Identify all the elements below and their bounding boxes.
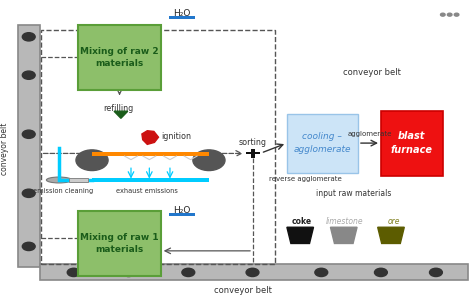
Bar [18,25,40,267]
Circle shape [454,13,459,16]
Text: coke: coke [292,217,311,226]
Circle shape [374,268,387,277]
Bar [78,25,161,90]
Polygon shape [330,227,357,243]
Circle shape [193,150,225,170]
Circle shape [22,189,35,197]
Polygon shape [114,111,128,118]
Text: Mixing of raw 1
materials: Mixing of raw 1 materials [80,233,159,254]
Bar [40,264,468,280]
Circle shape [22,33,35,41]
Circle shape [246,268,259,277]
Bar [41,30,274,263]
Text: reverse agglomerate: reverse agglomerate [269,176,341,181]
Text: input raw materials: input raw materials [316,189,391,198]
Text: conveyor belt: conveyor belt [0,123,9,175]
Circle shape [429,268,442,277]
Circle shape [22,242,35,251]
Polygon shape [142,131,158,145]
Text: cooling –
agglomerate: cooling – agglomerate [294,132,351,154]
Circle shape [22,71,35,79]
Text: agglomerate: agglomerate [347,131,392,136]
Bar [169,16,195,19]
Text: conveyor belt: conveyor belt [343,68,401,77]
Bar [92,152,209,156]
Polygon shape [378,227,404,243]
Text: refilling: refilling [103,104,134,113]
Circle shape [76,150,108,170]
Bar [78,211,161,276]
Bar [287,114,358,173]
Text: emission cleaning: emission cleaning [33,188,93,194]
Text: blast
furnace: blast furnace [391,131,433,155]
Text: Mixing of raw 2
materials: Mixing of raw 2 materials [80,47,159,68]
Polygon shape [287,227,313,243]
Bar [381,111,443,176]
Bar [251,149,255,158]
Text: H₂O: H₂O [173,9,190,18]
Text: H₂O: H₂O [173,207,190,215]
Text: ore: ore [387,217,400,226]
Circle shape [440,13,445,16]
Text: limestone: limestone [326,217,363,226]
Text: conveyor belt: conveyor belt [214,286,272,295]
Circle shape [22,130,35,138]
Text: ignition: ignition [162,132,191,141]
Circle shape [315,268,328,277]
Text: exhaust emissions: exhaust emissions [116,188,178,194]
Bar [169,213,195,216]
Bar [92,178,209,182]
Circle shape [182,268,195,277]
Circle shape [67,268,80,277]
Text: sorting: sorting [239,138,267,147]
Bar [246,152,260,154]
Bar [69,178,88,182]
Ellipse shape [46,177,72,183]
Circle shape [447,13,452,16]
Circle shape [122,268,135,277]
